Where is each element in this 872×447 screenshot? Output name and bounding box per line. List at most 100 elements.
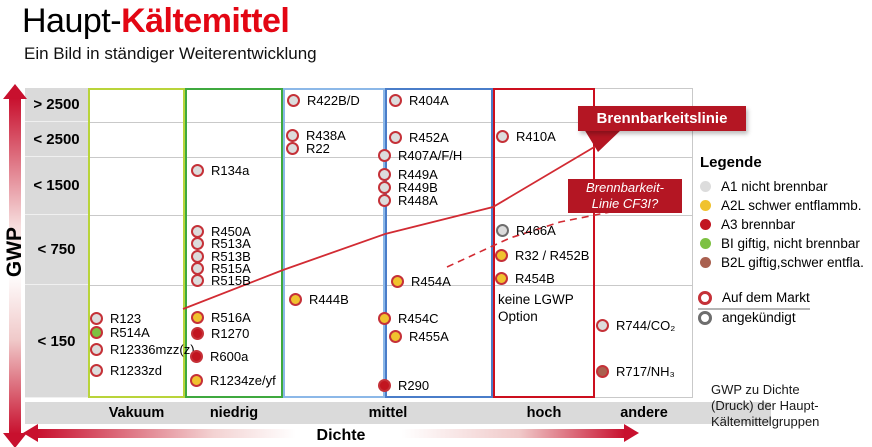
density-column-header: andere xyxy=(620,405,668,421)
refrigerant-point: R1233zd xyxy=(90,363,162,378)
no-lgwp-note: keine LGWP Option xyxy=(498,292,574,324)
refrigerant-point: R290 xyxy=(378,378,429,393)
legend-class-item: B2L giftig,schwer entfla. xyxy=(700,255,864,270)
caption-line-2: (Druck) der Haupt- xyxy=(711,398,819,413)
refrigerant-point: R454C xyxy=(378,311,438,326)
legend-class-item: BI giftig, nicht brennbar xyxy=(700,236,860,251)
page-title: Haupt-Kältemittel xyxy=(22,2,290,41)
refrigerant-point: R123 xyxy=(90,311,141,326)
legend-class-dot-icon xyxy=(700,181,711,192)
density-column-header: mittel xyxy=(368,405,408,421)
density-axis-label: Dichte xyxy=(316,427,366,444)
refrigerant-point: R452A xyxy=(389,130,449,145)
refrigerant-class-dot-icon xyxy=(190,350,203,363)
refrigerant-point: R454B xyxy=(495,271,555,286)
density-column-header: hoch xyxy=(526,405,562,421)
legend-class-dot-icon xyxy=(700,257,711,268)
refrigerant-point: R422B/D xyxy=(287,93,360,108)
refrigerant-class-dot-icon xyxy=(378,312,391,325)
legend-status-label: Auf dem Markt xyxy=(722,290,810,305)
refrigerant-class-dot-icon xyxy=(191,311,204,324)
page-subtitle: Ein Bild in ständiger Weiterentwicklung xyxy=(24,44,317,63)
caption-line-3: Kältemittelgruppen xyxy=(711,414,820,429)
refrigerant-label: R410A xyxy=(516,129,556,144)
refrigerant-label: R600a xyxy=(210,349,249,364)
gwp-band-label: < 2500 xyxy=(25,122,88,157)
refrigerant-label: R32 / R452B xyxy=(515,248,590,263)
refrigerant-point: R516A xyxy=(191,310,251,325)
refrigerant-label: R454B xyxy=(515,271,555,286)
refrigerant-label: R123 xyxy=(110,311,142,326)
refrigerant-point: R438A xyxy=(286,128,346,143)
refrigerant-label: R444B xyxy=(309,292,349,307)
refrigerant-label: R422B/D xyxy=(307,93,360,108)
refrigerant-point: R514A xyxy=(90,325,150,340)
refrigerant-label: R516A xyxy=(211,310,251,325)
refrigerant-label: R1233zd xyxy=(110,363,163,378)
refrigerant-class-dot-icon xyxy=(191,164,204,177)
legend-status-label: angekündigt xyxy=(722,310,796,325)
density-header-band xyxy=(25,402,771,424)
title-part-red: Kältemittel xyxy=(121,2,290,40)
density-axis-arrow-right-icon xyxy=(624,424,639,442)
refrigerant-class-dot-icon xyxy=(496,130,509,143)
refrigerant-label: R22 xyxy=(306,141,330,156)
legend-class-label: A1 nicht brennbar xyxy=(721,179,828,194)
refrigerant-class-dot-icon xyxy=(495,272,508,285)
refrigerant-label: R12336mzz(z) xyxy=(110,342,195,357)
density-column-header: niedrig xyxy=(209,405,259,421)
refrigerant-point: R455A xyxy=(389,329,449,344)
refrigerant-label: R448A xyxy=(398,193,438,208)
refrigerant-point: R444B xyxy=(289,292,349,307)
refrigerant-point: R448A xyxy=(378,193,438,208)
gwp-band-label: < 150 xyxy=(25,285,88,398)
refrigerant-label: R515B xyxy=(211,273,251,288)
refrigerant-class-dot-icon xyxy=(286,129,299,142)
gridline xyxy=(88,122,693,123)
gwp-axis-arrow-down-icon xyxy=(3,433,27,447)
refrigerant-label: R717/NH₃ xyxy=(616,364,675,379)
refrigerant-class-dot-icon xyxy=(596,319,609,332)
cf3i-line-2: Linie CF3I? xyxy=(591,196,659,211)
refrigerant-class-dot-icon xyxy=(389,94,402,107)
refrigerant-class-dot-icon xyxy=(286,142,299,155)
refrigerant-point: R454A xyxy=(391,274,451,289)
refrigerant-point: R717/NH₃ xyxy=(596,364,675,379)
refrigerant-class-dot-icon xyxy=(191,274,204,287)
refrigerant-class-dot-icon xyxy=(90,326,103,339)
refrigerant-point: R407A/F/H xyxy=(378,148,462,163)
refrigerant-label: R134a xyxy=(211,163,250,178)
refrigerant-label: R1234ze/yf xyxy=(210,373,276,388)
refrigerant-class-dot-icon xyxy=(596,365,609,378)
density-column-header: Vakuum xyxy=(108,405,165,421)
refrigerant-class-dot-icon xyxy=(378,379,391,392)
refrigerant-point: R134a xyxy=(191,163,249,178)
refrigerant-label: R407A/F/H xyxy=(398,148,463,163)
refrigerant-class-dot-icon xyxy=(90,343,103,356)
refrigerant-point: R600a xyxy=(190,349,248,364)
refrigerant-point: R1270 xyxy=(191,326,249,341)
legend-class-label: B2L giftig,schwer entfla. xyxy=(721,255,864,270)
gwp-axis-arrow-shaft xyxy=(9,98,21,434)
density-axis-arrow-left-icon xyxy=(23,424,38,442)
legend-class-item: A2L schwer entflammb. xyxy=(700,198,862,213)
refrigerant-label: R466A xyxy=(516,223,556,238)
plot-right-edge xyxy=(692,88,693,397)
legend-class-item: A3 brennbar xyxy=(700,217,795,232)
refrigerant-label: R290 xyxy=(398,378,430,393)
refrigerant-class-dot-icon xyxy=(391,275,404,288)
legend-class-dot-icon xyxy=(700,200,711,211)
refrigerant-point: R410A xyxy=(496,129,556,144)
flammability-line-banner: Brennbarkeitslinie xyxy=(578,106,746,131)
refrigerant-class-dot-icon xyxy=(496,224,509,237)
gwp-band-label: < 750 xyxy=(25,215,88,285)
gwp-band-label: > 2500 xyxy=(25,88,88,122)
refrigerant-point: R1234ze/yf xyxy=(190,373,276,388)
gwp-band-column xyxy=(25,88,88,398)
refrigerant-class-dot-icon xyxy=(389,131,402,144)
refrigerant-class-dot-icon xyxy=(389,330,402,343)
refrigerant-point: R466A xyxy=(496,223,556,238)
legend-class-dot-icon xyxy=(700,238,711,249)
cf3i-line-1: Brennbarkeit- xyxy=(585,180,665,195)
